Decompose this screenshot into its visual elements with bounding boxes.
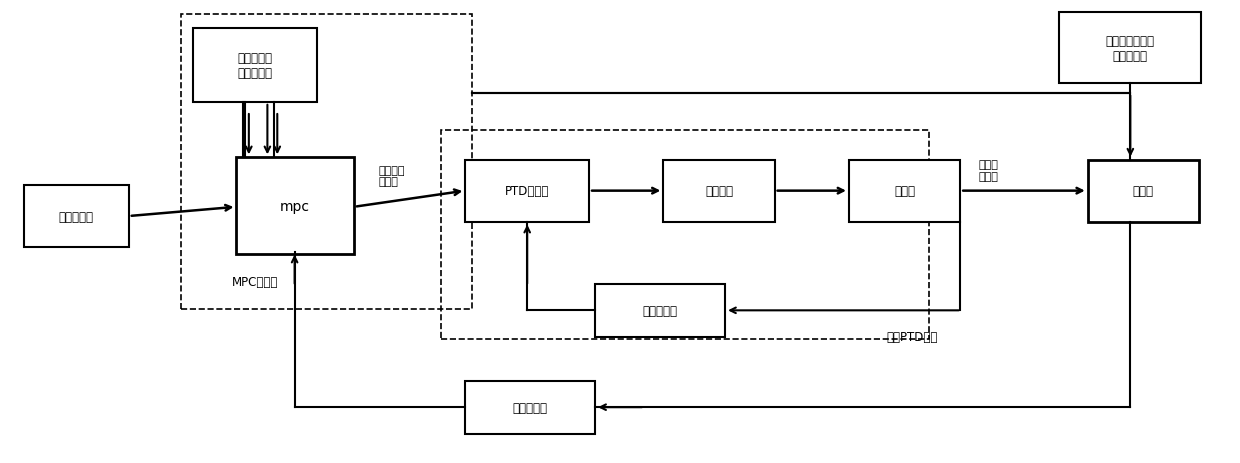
Text: 温度传感器: 温度传感器	[642, 304, 678, 317]
Text: 天气预报、
占用率预测: 天气预报、 占用率预测	[238, 52, 273, 80]
FancyBboxPatch shape	[1087, 160, 1199, 222]
Text: 供水温度
设定值: 供水温度 设定值	[378, 165, 405, 187]
Text: mpc: mpc	[280, 199, 310, 213]
Text: 实际供
水温度: 实际供 水温度	[978, 160, 998, 181]
FancyBboxPatch shape	[595, 284, 725, 338]
Text: 建筑物: 建筑物	[1133, 185, 1154, 198]
FancyBboxPatch shape	[24, 186, 129, 248]
Text: 环境温度干扰、
占用率干扰: 环境温度干扰、 占用率干扰	[1106, 35, 1154, 63]
Text: 执行机构: 执行机构	[706, 185, 733, 198]
FancyBboxPatch shape	[465, 381, 595, 434]
FancyBboxPatch shape	[237, 158, 353, 255]
FancyBboxPatch shape	[1059, 13, 1202, 84]
Text: 底层PTD回路: 底层PTD回路	[887, 331, 937, 344]
Text: 换热器: 换热器	[894, 185, 915, 198]
Text: 温度设定值: 温度设定值	[58, 210, 94, 223]
FancyBboxPatch shape	[193, 29, 317, 103]
FancyBboxPatch shape	[849, 160, 960, 222]
Text: MPC监督层: MPC监督层	[232, 275, 278, 288]
FancyBboxPatch shape	[663, 160, 775, 222]
Text: PTD控制器: PTD控制器	[505, 185, 549, 198]
FancyBboxPatch shape	[465, 160, 589, 222]
Text: 温度传感器: 温度传感器	[513, 401, 548, 414]
